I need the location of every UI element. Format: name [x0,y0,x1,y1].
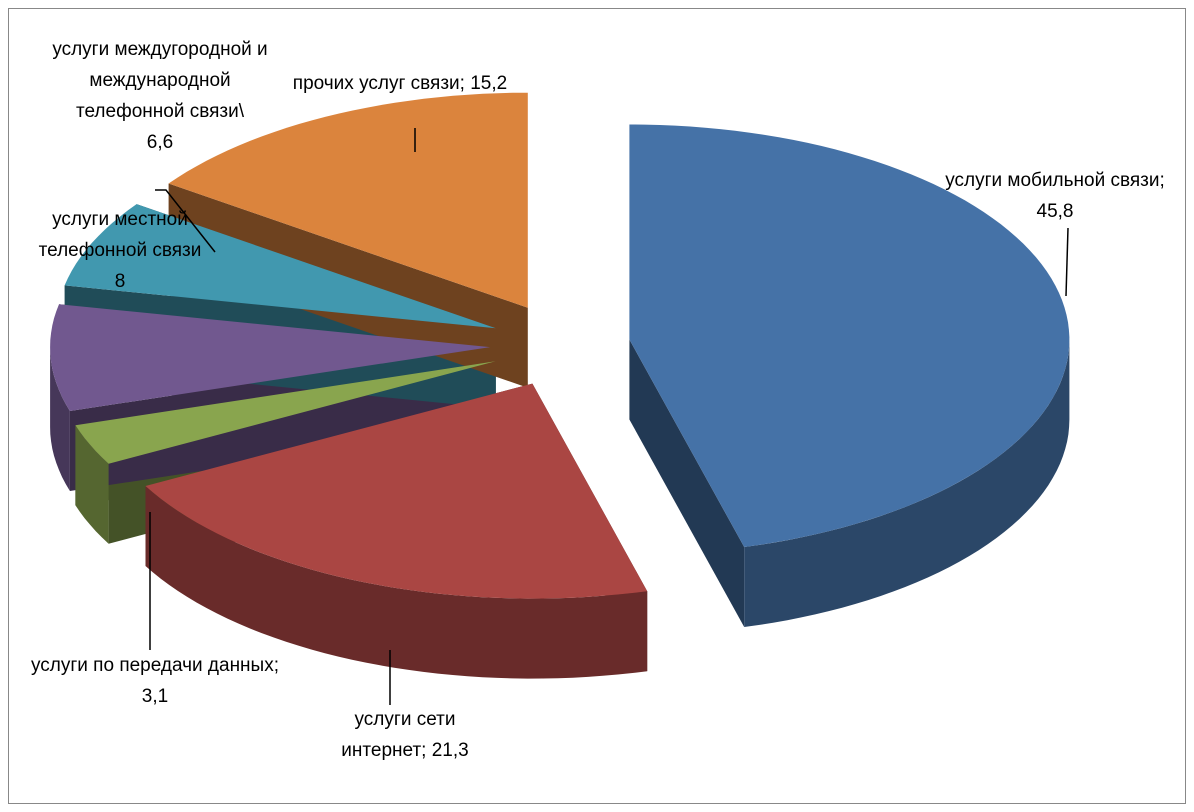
slice [64,204,496,329]
slice-wall [145,486,648,679]
value-label: 3,1 [141,686,169,707]
category-label: услуги по передачи данных; [30,655,279,676]
value-label: 8 [114,271,126,292]
slice-wall [744,339,1070,627]
leader-line [1065,227,1069,297]
value-label: 15,2 [470,73,508,94]
slice-wall [50,347,70,491]
category-label: услуги сети интернет; [341,709,456,761]
pie [50,92,1070,679]
chart-border [8,8,1186,804]
value-label: 21,3 [431,740,469,761]
category-label: услуги мобильной связи; [945,170,1165,191]
data-label: услуги по передачи данных; 3,1 [30,650,280,712]
slice-side [629,339,745,627]
category-label: услуги междугородной и международной тел… [52,39,268,122]
data-label: услуги мобильной связи; 45,8 [935,165,1175,227]
slice [168,92,528,308]
data-label: прочих услуг связи; 15,2 [280,68,520,99]
data-label: услуги междугородной и международной тел… [45,34,275,158]
category-label: прочих услуг связи; [292,73,465,94]
slice [629,124,1070,547]
slice [50,304,491,411]
category-label: услуги местной телефонной связи [38,209,202,261]
value-label: 45,8 [1036,201,1074,222]
leader-lines [149,128,1069,705]
value-label: 6,6 [146,132,174,153]
data-label: услуги сети интернет; 21,3 [310,704,500,766]
slice-wall [75,425,109,544]
leader-line [155,189,216,253]
slice [75,361,496,464]
data-label: услуги местной телефонной связи 8 [15,204,225,297]
slice [145,383,648,599]
